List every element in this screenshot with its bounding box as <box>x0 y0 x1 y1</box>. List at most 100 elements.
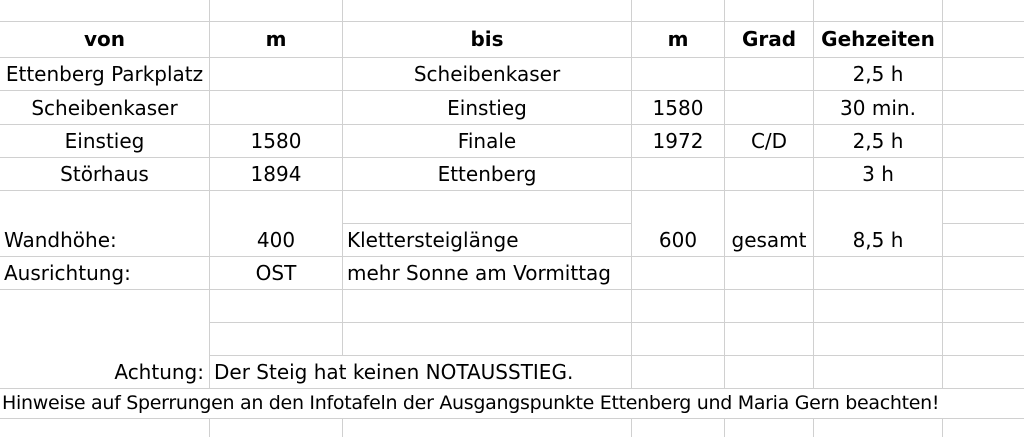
empty-cell <box>725 290 814 323</box>
empty-cell <box>814 257 943 290</box>
empty-cell <box>343 191 632 224</box>
empty-cell <box>943 58 1024 91</box>
empty-cell <box>632 0 725 22</box>
empty-cell <box>0 419 210 437</box>
header-row: von m bis m Grad Gehzeiten <box>0 22 1024 58</box>
cell-bis-hoehe: 1972 <box>632 125 725 158</box>
gesamt-label-cell: gesamt <box>725 191 814 257</box>
route-row: Scheibenkaser Einstieg 1580 30 min. <box>0 91 1024 125</box>
empty-cell <box>943 0 1024 22</box>
table-row: Achtung: Der Steig hat keinen NOTAUSSTIE… <box>0 356 1024 389</box>
cell-von: Ettenberg Parkplatz <box>0 58 210 91</box>
sperrungen-hinweis-cell: Hinweise auf Sperrungen an den Infotafel… <box>0 389 1024 419</box>
header-hoehe-von: m <box>210 22 343 58</box>
empty-cell <box>943 191 1024 224</box>
cell-bis: Scheibenkaser <box>343 58 632 91</box>
cell-grad <box>725 58 814 91</box>
wandhoehe-label-cell: Wandhöhe: <box>0 191 210 257</box>
empty-cell <box>632 323 725 356</box>
table-row: Wandhöhe: 400 600 gesamt 8,5 h <box>0 191 1024 257</box>
table-row <box>0 323 1024 356</box>
empty-cell <box>943 224 1024 257</box>
cell-von-hoehe <box>210 91 343 125</box>
empty-cell <box>725 0 814 22</box>
empty-cell <box>343 323 632 356</box>
empty-cell <box>632 419 725 437</box>
ausrichtung-label-cell: Ausrichtung: <box>0 257 210 290</box>
empty-cell <box>943 356 1024 389</box>
cell-von: Scheibenkaser <box>0 91 210 125</box>
empty-cell <box>814 0 943 22</box>
cell-gehzeit: 3 h <box>814 158 943 191</box>
empty-cell <box>725 419 814 437</box>
empty-cell <box>943 290 1024 323</box>
table-row <box>0 419 1024 437</box>
table-row: Ausrichtung: OST mehr Sonne am Vormittag <box>0 257 1024 290</box>
empty-cell <box>814 323 943 356</box>
cell-bis-hoehe <box>632 158 725 191</box>
empty-cell <box>943 22 1024 58</box>
empty-cell <box>943 323 1024 356</box>
empty-cell <box>943 257 1024 290</box>
empty-cell <box>210 323 343 356</box>
cell-grad <box>725 91 814 125</box>
cell-grad <box>725 158 814 191</box>
empty-cell <box>0 323 210 356</box>
empty-cell <box>0 290 210 323</box>
gesamt-gehzeit-cell: 8,5 h <box>814 191 943 257</box>
achtung-text-cell: Der Steig hat keinen NOTAUSSTIEG. <box>210 356 632 389</box>
cell-von: Einstieg <box>0 125 210 158</box>
empty-cell <box>210 290 343 323</box>
cell-gehzeit: 2,5 h <box>814 58 943 91</box>
header-von: von <box>0 22 210 58</box>
cell-von: Störhaus <box>0 158 210 191</box>
table-row <box>0 290 1024 323</box>
cell-bis-hoehe <box>632 58 725 91</box>
cell-bis-hoehe: 1580 <box>632 91 725 125</box>
empty-cell <box>632 356 725 389</box>
empty-cell <box>210 0 343 22</box>
klettersteiglaenge-value-cell: 600 <box>632 191 725 257</box>
empty-cell <box>814 290 943 323</box>
empty-cell <box>725 323 814 356</box>
empty-cell <box>814 419 943 437</box>
empty-cell <box>814 356 943 389</box>
achtung-label-cell: Achtung: <box>0 356 210 389</box>
empty-cell <box>725 257 814 290</box>
cell-bis: Einstieg <box>343 91 632 125</box>
empty-cell <box>343 290 632 323</box>
empty-cell <box>725 356 814 389</box>
empty-cell <box>343 419 632 437</box>
route-row: Einstieg 1580 Finale 1972 C/D 2,5 h <box>0 125 1024 158</box>
header-gehzeiten: Gehzeiten <box>814 22 943 58</box>
table-row: Hinweise auf Sperrungen an den Infotafel… <box>0 389 1024 419</box>
sonne-hinweis-cell: mehr Sonne am Vormittag <box>343 257 632 290</box>
empty-cell <box>0 0 210 22</box>
table-row <box>0 0 1024 22</box>
cell-gehzeit: 30 min. <box>814 91 943 125</box>
route-row: Störhaus 1894 Ettenberg 3 h <box>0 158 1024 191</box>
empty-cell <box>943 125 1024 158</box>
empty-cell <box>343 0 632 22</box>
ausrichtung-value-cell: OST <box>210 257 343 290</box>
empty-cell <box>943 158 1024 191</box>
header-bis: bis <box>343 22 632 58</box>
cell-von-hoehe <box>210 58 343 91</box>
route-row: Ettenberg Parkplatz Scheibenkaser 2,5 h <box>0 58 1024 91</box>
cell-bis: Ettenberg <box>343 158 632 191</box>
cell-gehzeit: 2,5 h <box>814 125 943 158</box>
cell-bis: Finale <box>343 125 632 158</box>
klettersteiglaenge-label-cell: Klettersteiglänge <box>343 224 632 257</box>
empty-cell <box>943 419 1024 437</box>
empty-cell <box>210 419 343 437</box>
empty-cell <box>943 91 1024 125</box>
cell-grad: C/D <box>725 125 814 158</box>
header-hoehe-bis: m <box>632 22 725 58</box>
wandhoehe-value-cell: 400 <box>210 191 343 257</box>
cell-von-hoehe: 1894 <box>210 158 343 191</box>
cell-von-hoehe: 1580 <box>210 125 343 158</box>
empty-cell <box>632 290 725 323</box>
header-grad: Grad <box>725 22 814 58</box>
table-row: Klettersteiglänge <box>0 224 1024 257</box>
